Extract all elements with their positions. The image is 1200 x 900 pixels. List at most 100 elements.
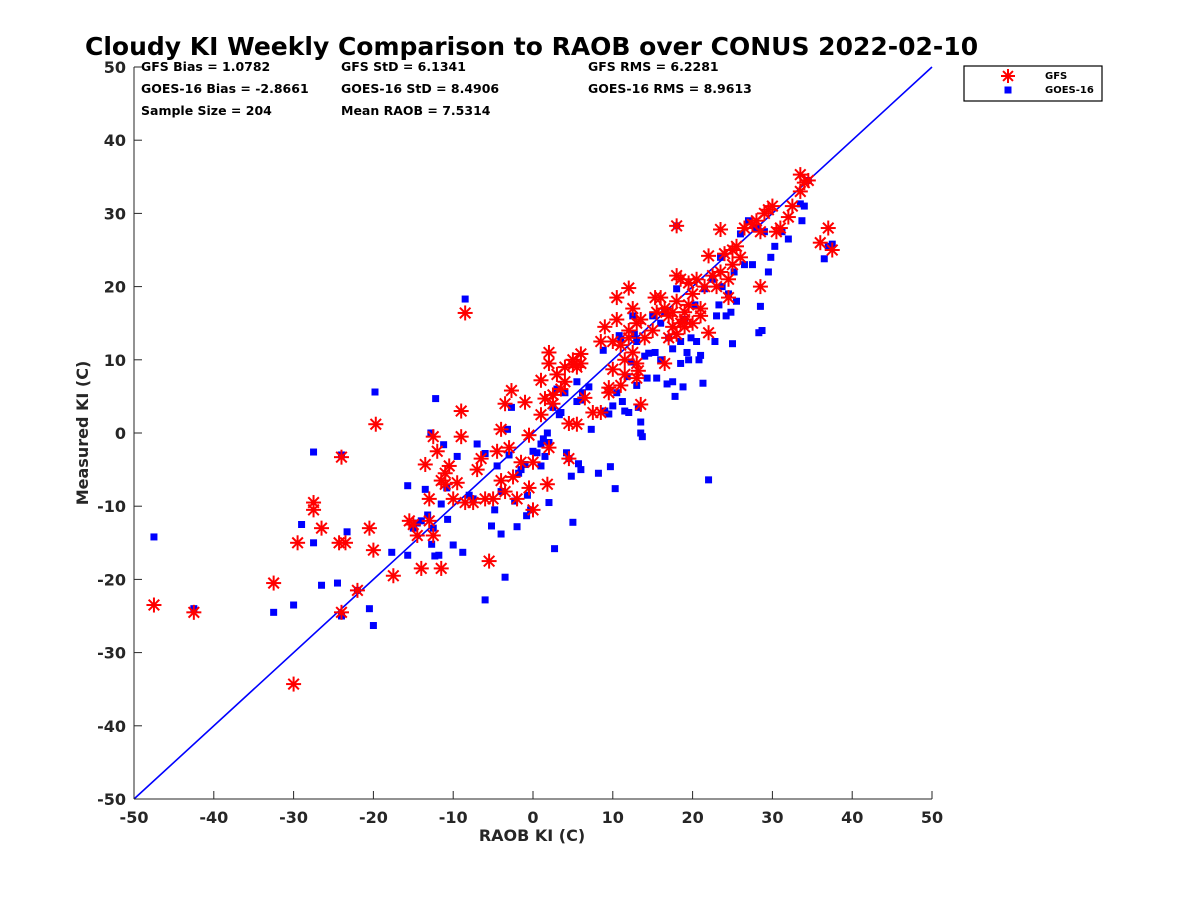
gfs-point	[653, 290, 669, 306]
goes16-point	[440, 441, 448, 449]
goes16-point	[764, 268, 772, 276]
goes16-point	[515, 469, 523, 477]
goes16-point	[343, 528, 351, 536]
y-tick-label: -50	[97, 790, 126, 809]
y-tick-label: 0	[115, 424, 126, 443]
goes16-point	[697, 351, 705, 359]
gfs-point	[732, 249, 748, 265]
gfs-point	[533, 407, 549, 423]
x-tick-label: 50	[921, 808, 943, 827]
gfs-point	[437, 476, 453, 492]
gfs-point	[501, 440, 517, 456]
goes16-point	[671, 392, 679, 400]
goes16-point	[771, 242, 779, 250]
goes16-point	[683, 348, 691, 356]
goes16-point	[437, 500, 445, 508]
goes16-point	[404, 551, 412, 559]
gfs-point	[503, 383, 519, 399]
legend-goes-square	[1004, 86, 1012, 94]
goes16-point	[657, 319, 665, 327]
gfs-point	[577, 390, 593, 406]
goes16-point	[729, 340, 736, 348]
gfs-point	[713, 222, 729, 238]
goes16-point	[625, 409, 633, 417]
goes16-point	[669, 378, 677, 386]
goes16-point	[497, 530, 505, 538]
gfs-point	[689, 271, 705, 287]
gfs-point	[429, 443, 445, 459]
gfs-point	[521, 427, 537, 443]
gfs-point	[752, 224, 768, 240]
goes16-point	[630, 330, 638, 338]
goes16-point	[459, 548, 467, 556]
goes16-point	[615, 332, 623, 340]
gfs-point	[489, 443, 505, 459]
gfs-point	[469, 462, 485, 478]
goes16-point	[645, 349, 653, 357]
goes16-point	[461, 295, 469, 303]
goes16-point	[290, 601, 298, 609]
goes16-point	[557, 409, 565, 417]
goes16-point	[577, 396, 585, 404]
gfs-point	[820, 220, 836, 236]
gfs-point	[752, 279, 768, 295]
gfs-point	[609, 312, 625, 328]
goes16-point	[677, 359, 685, 367]
gfs-point	[457, 305, 473, 321]
gfs-point	[681, 297, 697, 313]
gfs-point	[625, 344, 641, 360]
x-tick-label: 40	[841, 808, 863, 827]
goes16-point	[606, 463, 614, 471]
goes16-point	[421, 485, 429, 493]
goes16-point	[713, 312, 721, 320]
gfs-point	[637, 330, 653, 346]
gfs-point	[517, 394, 533, 410]
goes16-point	[800, 202, 808, 210]
gfs-point	[812, 235, 828, 251]
series-gfs	[146, 167, 840, 692]
goes16-point	[621, 407, 629, 415]
gfs-point	[657, 355, 673, 371]
gfs-point	[421, 513, 437, 529]
gfs-point	[597, 319, 613, 335]
gfs-point	[621, 280, 637, 296]
gfs-point	[453, 429, 469, 445]
gfs-point	[306, 502, 322, 518]
gfs-point	[425, 527, 441, 543]
goes16-point	[685, 356, 693, 364]
gfs-point	[361, 520, 377, 536]
y-tick-label: -30	[97, 644, 126, 663]
goes-rms-stat: GOES-16 RMS = 8.9613	[588, 81, 752, 96]
goes16-point	[424, 511, 432, 519]
goes16-point	[618, 398, 626, 406]
goes16-point	[537, 440, 545, 448]
goes16-point	[310, 539, 318, 547]
goes16-point	[756, 302, 764, 310]
goes16-point	[431, 552, 439, 560]
goes16-point	[677, 338, 685, 345]
legend-gfs-marker	[1001, 69, 1015, 83]
x-tick-label: 30	[761, 808, 783, 827]
y-tick-label: 30	[104, 204, 126, 223]
gfs-point	[290, 535, 306, 551]
y-tick-label: 40	[104, 131, 126, 150]
gfs-point	[613, 337, 629, 353]
gfs-point	[764, 198, 780, 214]
goes16-point	[732, 297, 740, 305]
gfs-point	[186, 604, 202, 620]
goes16-point	[643, 374, 651, 382]
gfs-point	[349, 582, 365, 598]
gfs-point	[473, 451, 489, 467]
gfs-point	[525, 502, 541, 518]
gfs-point	[286, 676, 302, 692]
goes16-point	[587, 425, 595, 433]
goes16-point	[529, 447, 537, 455]
gfs-point	[481, 553, 497, 569]
goes16-point	[150, 533, 158, 541]
gfs-point	[561, 451, 577, 467]
gfs-point	[784, 198, 800, 214]
goes16-point	[453, 452, 461, 460]
goes16-point	[493, 462, 501, 470]
goes16-point	[687, 334, 695, 342]
goes16-point	[333, 579, 341, 587]
